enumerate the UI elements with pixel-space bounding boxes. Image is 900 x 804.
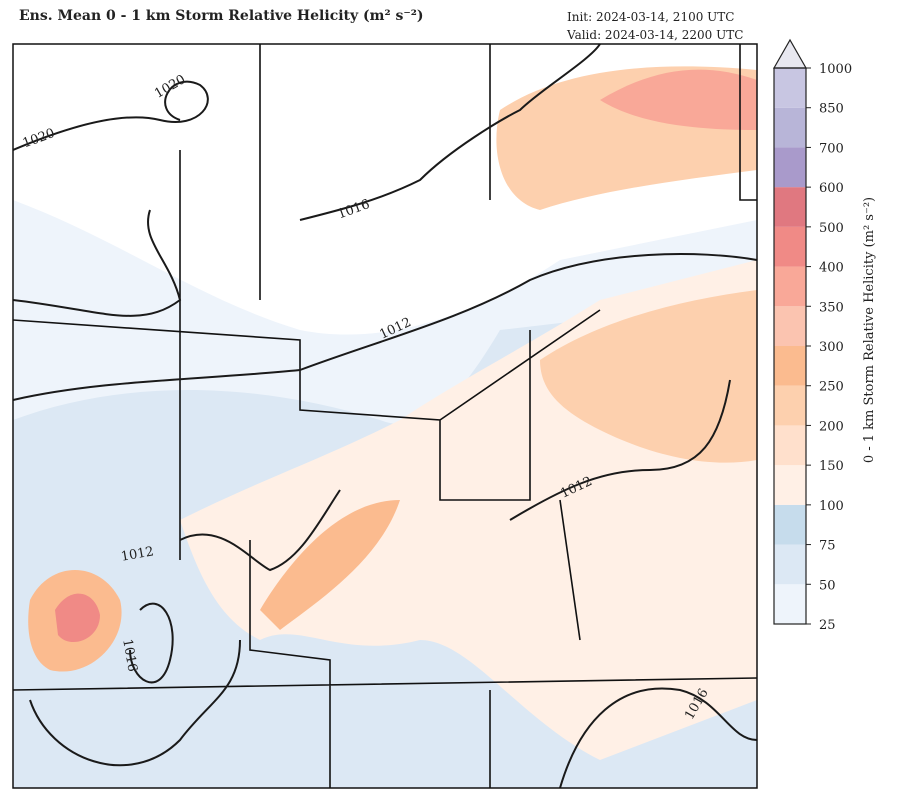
colorbar-tick-label: 350 [819, 300, 844, 315]
shading [540, 290, 757, 463]
colorbar-tick-label: 600 [819, 181, 844, 196]
colorbar-bin [774, 107, 806, 148]
colorbar-tick-label: 250 [819, 380, 844, 395]
colorbar-bin [774, 504, 806, 545]
isobar-label: 1012 [120, 544, 155, 565]
state-border [13, 44, 757, 788]
colorbar-bin [774, 306, 806, 346]
colorbar-tick-label: 400 [819, 261, 844, 276]
colorbar-tick-label: 1000 [819, 62, 852, 77]
shading [55, 593, 100, 643]
colorbar-bin [774, 425, 806, 466]
colorbar-bin [774, 385, 806, 426]
colorbar-tick-label: 200 [819, 419, 844, 434]
colorbar-tick-label: 150 [819, 459, 844, 474]
colorbar-tick-label: 300 [819, 340, 844, 355]
colorbar-bin [774, 465, 806, 505]
colorbar-tick-label: 500 [819, 221, 844, 236]
colorbar-tick-label: 100 [819, 499, 844, 514]
map-frame [12, 43, 758, 789]
colorbar-tick-label: 850 [819, 102, 844, 117]
colorbar-tick-label: 75 [819, 539, 836, 554]
isobar [13, 44, 757, 788]
title: Ens. Mean 0 - 1 km Storm Relative Helici… [19, 8, 423, 24]
shading [600, 69, 757, 130]
map: 1020 1020 1016 1012 1012 1016 1016 1012 [12, 43, 758, 789]
colorbar-tick-label: 25 [819, 618, 836, 633]
colorbar-bin [774, 584, 806, 624]
isobar-label: 1016 [119, 638, 140, 673]
colorbar-bin [774, 68, 806, 108]
colorbar: 25 50 75 100 150 200 250 300 350 400 500 600 700 850 1… [772, 38, 852, 633]
colorbar-extend [772, 38, 808, 69]
colorbar-bin [774, 266, 806, 307]
shading [260, 500, 400, 630]
colorbar-tick-label: 700 [819, 141, 844, 156]
colorbar-bin [774, 544, 806, 585]
colorbar-label: 0 - 1 km Storm Relative Helicity (m² s⁻²… [862, 197, 877, 463]
colorbar-bin [774, 147, 806, 188]
valid-time: Valid: 2024-03-14, 2200 UTC [566, 28, 743, 42]
colorbar-tick-label: 50 [819, 578, 836, 593]
colorbar-bin [774, 187, 806, 227]
colorbar-bin [774, 346, 806, 386]
init-time: Init: 2024-03-14, 2100 UTC [567, 10, 734, 24]
colorbar-bin [774, 226, 806, 267]
